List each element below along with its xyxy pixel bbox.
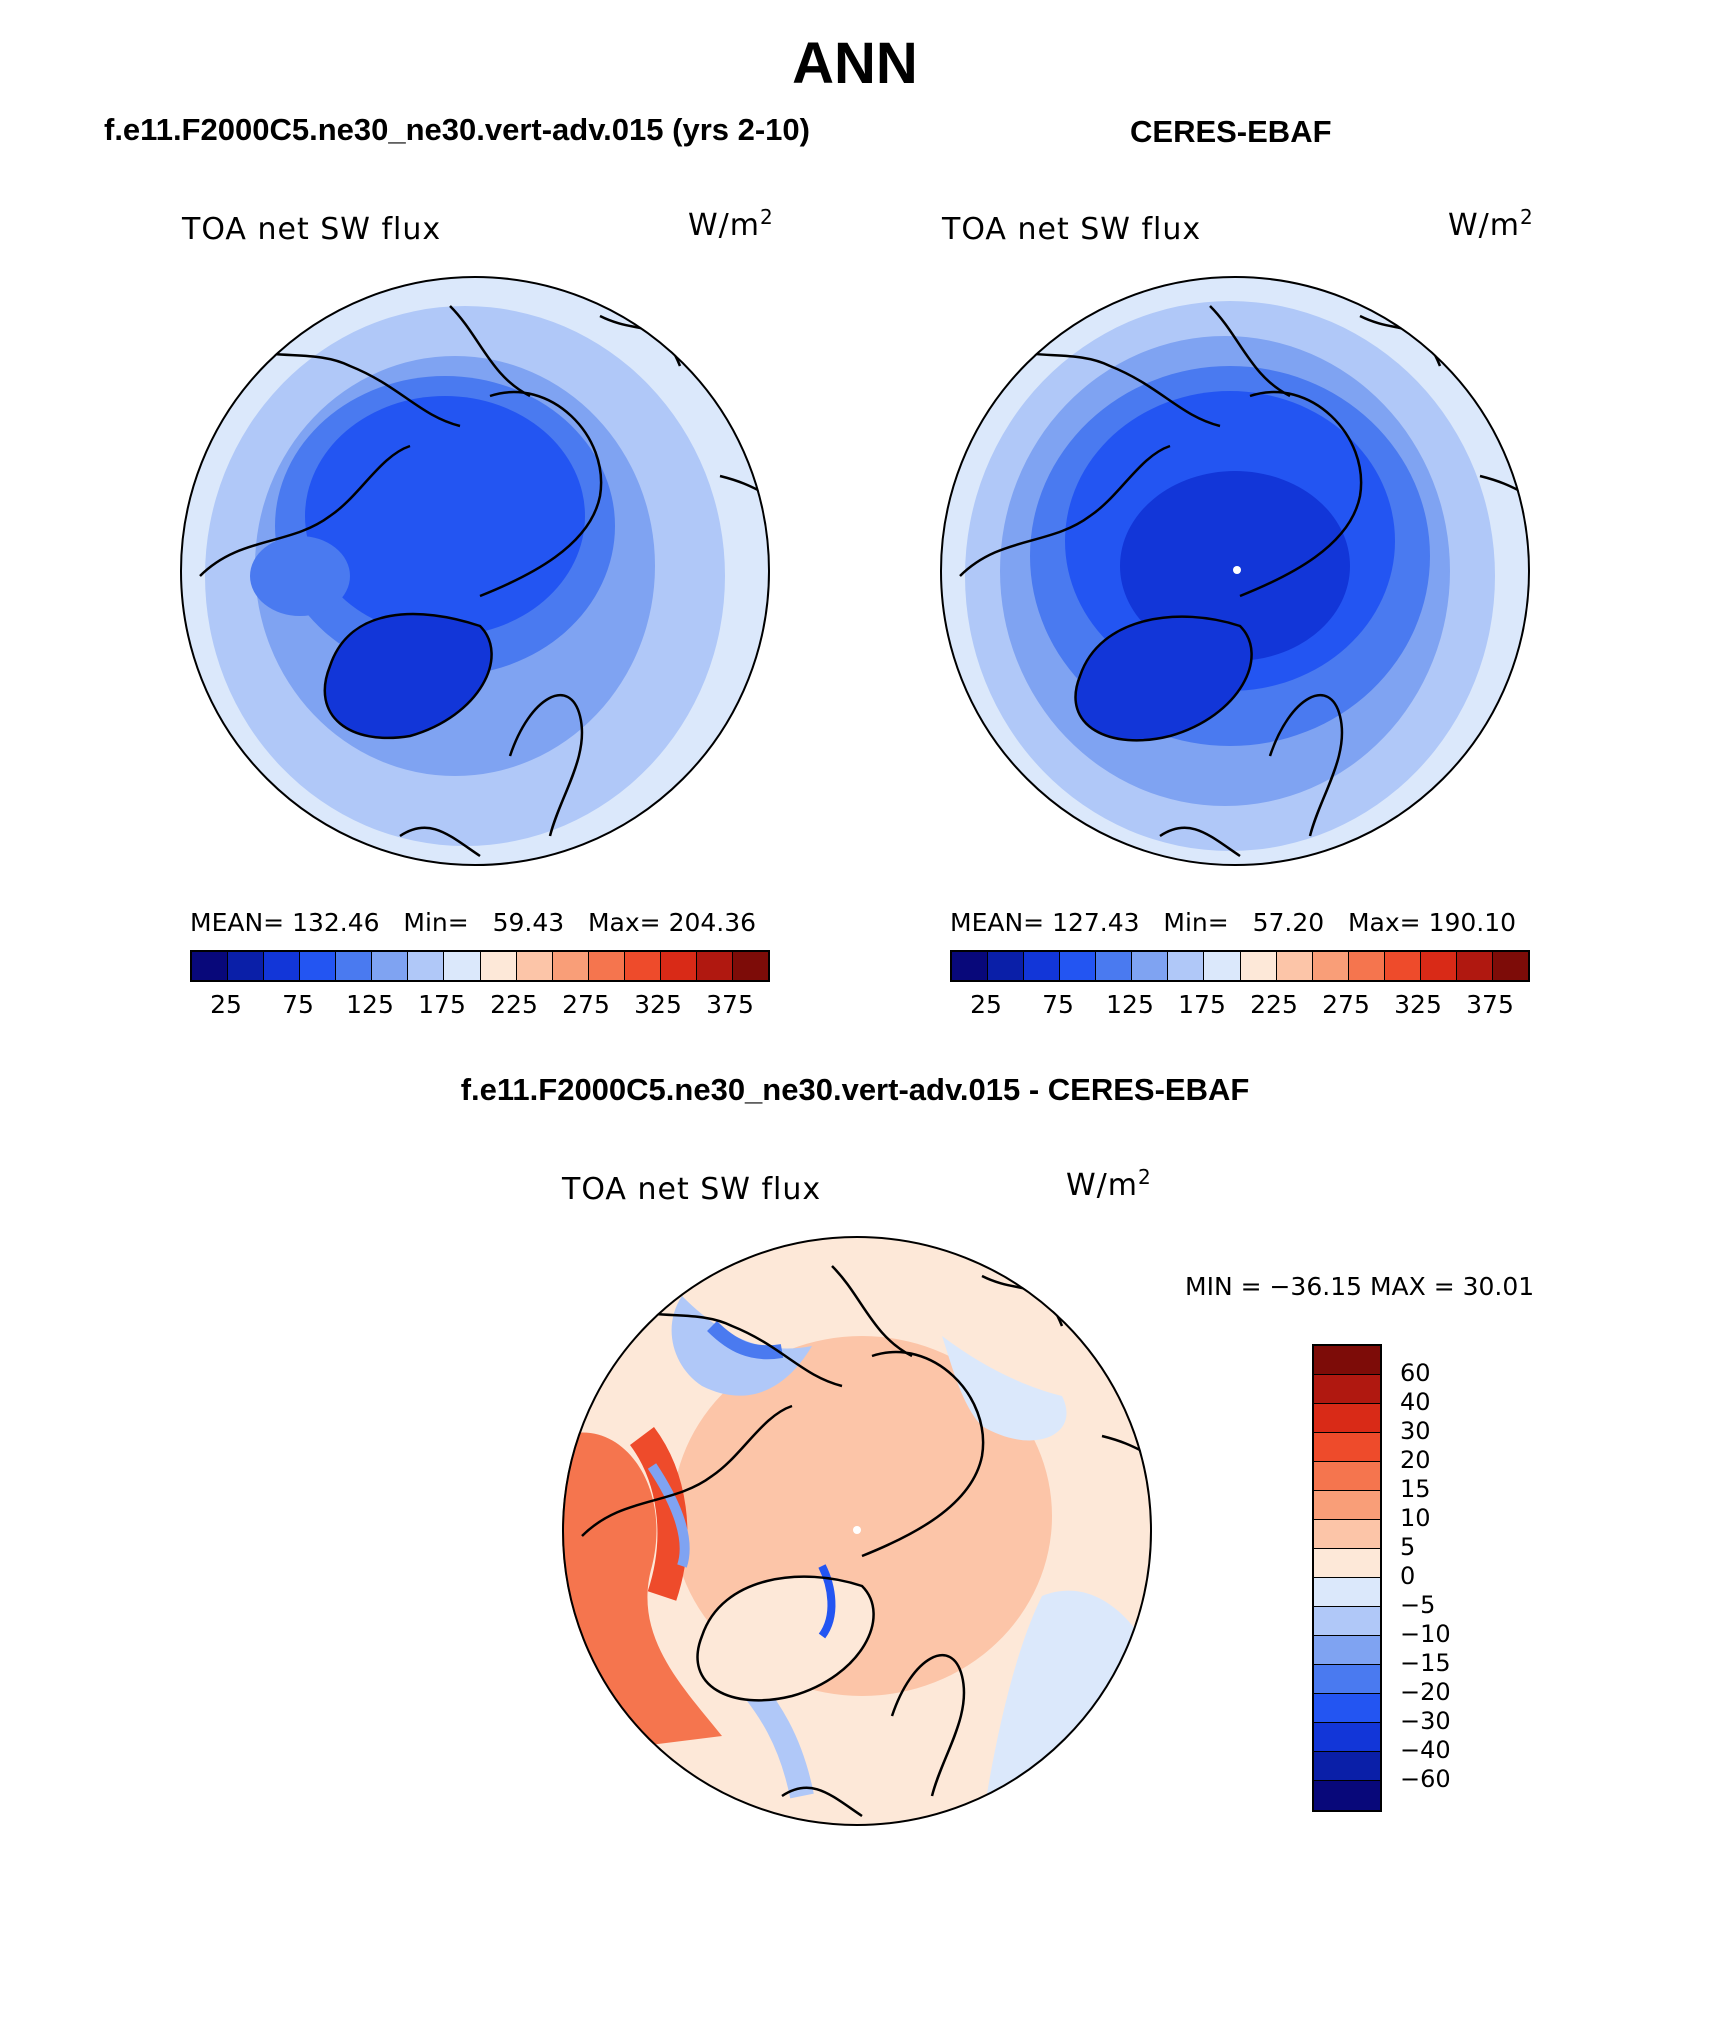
colorbar-segment [660,952,697,980]
panel-model-units: W/m2 [688,205,774,243]
panel-obs-colorbar [950,950,1530,982]
colorbar-tick-label: −15 [1400,1649,1451,1677]
colorbar-segment [1314,1520,1380,1549]
panel-obs-units: W/m2 [1448,205,1534,243]
colorbar-tick-label: 25 [210,990,242,1019]
diff-variable: TOA net SW flux [562,1172,822,1207]
colorbar-segment [1240,952,1277,980]
colorbar-segment [1204,952,1241,980]
colorbar-tick-label: −5 [1400,1591,1436,1619]
colorbar-segment [624,952,661,980]
colorbar-segment [1314,1375,1380,1404]
diff-colorbar [1312,1344,1382,1812]
colorbar-segment [264,952,301,980]
panel-model-variable: TOA net SW flux [182,212,442,247]
colorbar-segment [1314,1694,1380,1723]
colorbar-tick-label: 20 [1400,1446,1431,1474]
colorbar-segment [952,952,989,980]
colorbar-segment [444,952,481,980]
colorbar-tick-label: 375 [1466,990,1514,1019]
panel-obs-variable: TOA net SW flux [942,212,1202,247]
diff-title: f.e11.F2000C5.ne30_ne30.vert-adv.015 - C… [460,1072,1250,1107]
colorbar-segment [192,952,229,980]
colorbar-segment [228,952,265,980]
colorbar-tick-label: 325 [634,990,682,1019]
colorbar-segment [1314,1404,1380,1433]
panel-model-title: f.e11.F2000C5.ne30_ne30.vert-adv.015 (yr… [104,112,810,147]
colorbar-segment [1314,1578,1380,1607]
colorbar-segment [696,952,733,980]
colorbar-segment [1312,952,1349,980]
colorbar-segment [1168,952,1205,980]
diff-minmax: MIN = −36.15 MAX = 30.01 [1185,1272,1535,1301]
colorbar-segment [1132,952,1169,980]
colorbar-tick-label: 325 [1394,990,1442,1019]
colorbar-tick-label: 175 [1178,990,1226,1019]
colorbar-tick-label: 225 [1250,990,1298,1019]
diff-units: W/m2 [1066,1165,1152,1203]
colorbar-tick-label: 75 [282,990,314,1019]
colorbar-tick-label: 60 [1400,1359,1431,1387]
colorbar-segment [1314,1723,1380,1752]
colorbar-segment [516,952,553,980]
colorbar-tick-label: 15 [1400,1475,1431,1503]
colorbar-segment [1314,1462,1380,1491]
colorbar-tick-label: 40 [1400,1388,1431,1416]
colorbar-tick-label: −30 [1400,1707,1451,1735]
panel-obs-stats: MEAN= 127.43 Min= 57.20 Max= 190.10 [950,908,1517,937]
colorbar-segment [732,952,768,980]
colorbar-tick-label: 125 [346,990,394,1019]
colorbar-segment [552,952,589,980]
colorbar-segment [1314,1665,1380,1694]
colorbar-tick-label: 125 [1106,990,1154,1019]
colorbar-segment [372,952,409,980]
colorbar-tick-label: 10 [1400,1504,1431,1532]
colorbar-segment [408,952,445,980]
colorbar-segment [1276,952,1313,980]
map-difference [562,1236,1152,1826]
colorbar-tick-label: −20 [1400,1678,1451,1706]
colorbar-tick-label: 25 [970,990,1002,1019]
colorbar-tick-label: 5 [1400,1533,1416,1561]
colorbar-segment [1384,952,1421,980]
colorbar-segment [1314,1433,1380,1462]
colorbar-tick-label: 75 [1042,990,1074,1019]
colorbar-tick-label: 0 [1400,1562,1416,1590]
colorbar-segment [1314,1781,1380,1810]
panel-model-stats: MEAN= 132.46 Min= 59.43 Max= 204.36 [190,908,757,937]
colorbar-segment [1420,952,1457,980]
map-model [180,276,770,866]
panel-model-colorbar [190,950,770,982]
colorbar-segment [1314,1346,1380,1375]
colorbar-tick-label: 175 [418,990,466,1019]
colorbar-segment [1314,1636,1380,1665]
colorbar-segment [588,952,625,980]
colorbar-segment [1492,952,1528,980]
panel-obs-title: CERES-EBAF [1130,114,1332,149]
colorbar-tick-label: −60 [1400,1765,1451,1793]
colorbar-segment [336,952,373,980]
colorbar-segment [1314,1752,1380,1781]
colorbar-segment [300,952,337,980]
colorbar-tick-label: 375 [706,990,754,1019]
colorbar-tick-label: −10 [1400,1620,1451,1648]
colorbar-segment [1096,952,1133,980]
main-title: ANN [792,31,918,96]
colorbar-segment [480,952,517,980]
colorbar-segment [1024,952,1061,980]
colorbar-tick-label: 225 [490,990,538,1019]
colorbar-tick-label: −40 [1400,1736,1451,1764]
colorbar-tick-label: 275 [1322,990,1370,1019]
colorbar-tick-label: 30 [1400,1417,1431,1445]
colorbar-segment [1456,952,1493,980]
colorbar-segment [1314,1549,1380,1578]
colorbar-tick-label: 275 [562,990,610,1019]
colorbar-segment [1314,1491,1380,1520]
colorbar-segment [1348,952,1385,980]
colorbar-segment [988,952,1025,980]
map-obs [940,276,1530,866]
colorbar-segment [1060,952,1097,980]
colorbar-segment [1314,1607,1380,1636]
